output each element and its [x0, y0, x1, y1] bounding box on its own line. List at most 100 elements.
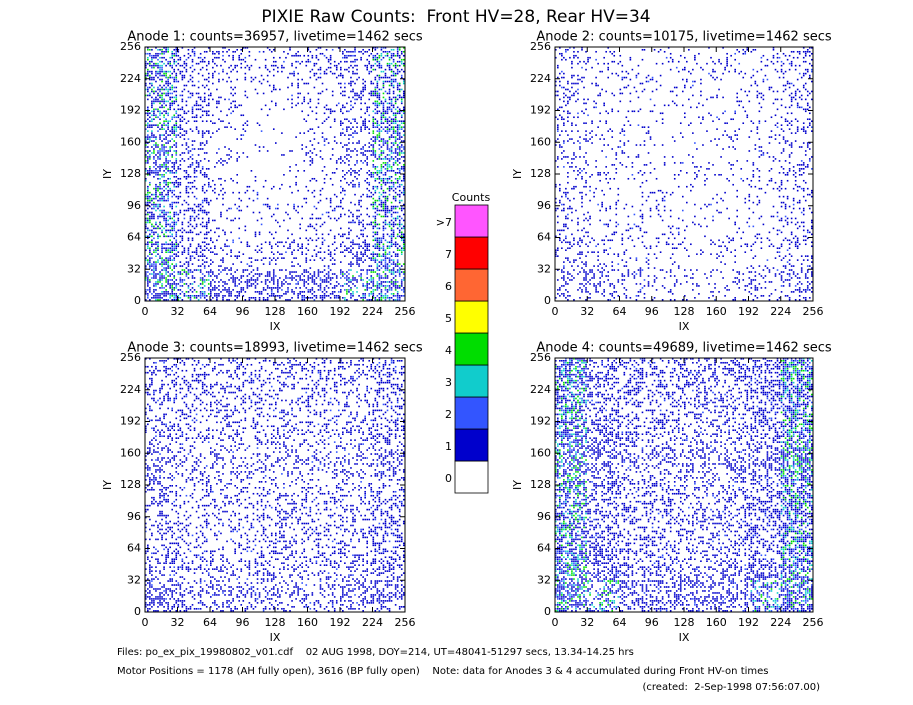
pixel-dot	[264, 281, 267, 283]
pixel-dot	[175, 158, 178, 160]
pixel-dot	[360, 233, 362, 236]
pixel-dot	[768, 88, 771, 91]
pixel-dot	[346, 118, 348, 121]
pixel-dot	[354, 164, 356, 166]
pixel-dot	[195, 104, 198, 107]
pixel-dot	[714, 70, 716, 73]
pixel-dot	[161, 261, 163, 263]
pixel-dot	[224, 269, 226, 271]
pixel-dot	[323, 221, 326, 224]
pixel-dot	[181, 116, 184, 119]
pixel-dot	[185, 130, 188, 132]
pixel-dot	[250, 279, 253, 281]
pixel-dot	[362, 229, 364, 232]
pixel-dot	[268, 261, 271, 263]
pixel-dot	[258, 211, 261, 214]
pixel-dot	[386, 253, 389, 255]
pixel-dot	[157, 293, 159, 295]
pixel-dot	[187, 263, 190, 265]
pixel-dot	[222, 203, 224, 206]
pixel-dot	[193, 251, 196, 253]
pixel-dot	[370, 154, 373, 156]
pixel-dot	[228, 158, 230, 160]
pixel-dot	[376, 295, 379, 297]
pixel-dot	[346, 50, 348, 53]
pixel-dot	[311, 293, 314, 295]
pixel-dot	[151, 257, 153, 259]
pixel-dot	[804, 68, 807, 71]
pixel-dot	[388, 185, 391, 188]
pixel-dot	[402, 233, 405, 236]
pixel-dot	[163, 150, 165, 152]
pixel-dot	[374, 257, 377, 259]
pixel-dot	[344, 156, 346, 158]
pixel-dot	[159, 227, 161, 230]
pixel-dot	[173, 283, 176, 285]
pixel-dot	[323, 112, 326, 115]
pixel-dot	[394, 197, 397, 200]
pixel-dot	[392, 60, 395, 63]
pixel-dot	[335, 76, 338, 79]
pixel-dot	[374, 201, 377, 204]
pixel-dot	[561, 86, 563, 89]
pixel-dot	[372, 146, 375, 148]
pixel-dot	[169, 82, 171, 85]
pixel-dot	[390, 209, 393, 212]
pixel-dot	[595, 76, 597, 79]
pixel-dot	[201, 287, 204, 289]
pixel-dot	[372, 110, 375, 113]
pixel-dot	[165, 130, 167, 132]
pixel-dot	[207, 98, 210, 101]
pixel-dot	[173, 140, 176, 142]
pixel-dot	[400, 209, 403, 212]
pixel-dot	[232, 241, 234, 244]
pixel-dot	[272, 283, 275, 285]
pixel-dot	[366, 156, 369, 158]
pixel-dot	[380, 88, 383, 91]
pixel-dot	[155, 221, 157, 224]
pixel-dot	[384, 195, 387, 198]
pixel-dot	[329, 112, 332, 115]
pixel-dot	[191, 162, 194, 164]
pixel-dot	[305, 64, 308, 67]
pixel-dot	[366, 243, 369, 246]
pixel-dot	[319, 257, 322, 259]
pixel-dot	[272, 84, 275, 87]
pixel-dot	[366, 247, 369, 250]
pixel-dot	[159, 148, 161, 150]
pixel-dot	[348, 120, 350, 123]
pixel-dot	[398, 154, 401, 156]
pixel-dot	[230, 70, 232, 73]
pixel-dot	[149, 70, 151, 73]
pixel-dot	[210, 239, 212, 242]
pixel-dot	[356, 172, 358, 174]
pixel-dot	[655, 88, 658, 91]
pixel-dot	[171, 54, 174, 57]
pixel-dot	[370, 271, 373, 273]
pixel-dot	[315, 217, 318, 220]
pixel-dot	[402, 106, 405, 109]
pixel-dot	[212, 52, 214, 55]
pixel-dot	[362, 295, 364, 297]
pixel-dot	[256, 245, 259, 248]
pixel-dot	[149, 257, 151, 259]
pixel-dot	[808, 54, 811, 57]
pixel-dot	[252, 189, 255, 192]
pixel-dot	[285, 241, 287, 244]
pixel-dot	[149, 168, 151, 170]
pixel-dot	[285, 299, 287, 301]
pixel-dot	[360, 50, 362, 53]
pixel-dot	[218, 160, 220, 162]
pixel-dot	[321, 132, 324, 134]
pixel-dot	[335, 247, 338, 250]
pixel-dot	[173, 289, 176, 291]
pixel-dot	[232, 50, 234, 53]
pixel-dot	[358, 221, 360, 224]
pixel-dot	[321, 259, 324, 261]
pixel-dot	[356, 281, 358, 283]
y-tick-label: 32	[127, 262, 141, 275]
pixel-dot	[392, 170, 395, 172]
pixel-dot	[181, 106, 184, 109]
pixel-dot	[177, 116, 180, 119]
pixel-dot	[366, 281, 369, 283]
